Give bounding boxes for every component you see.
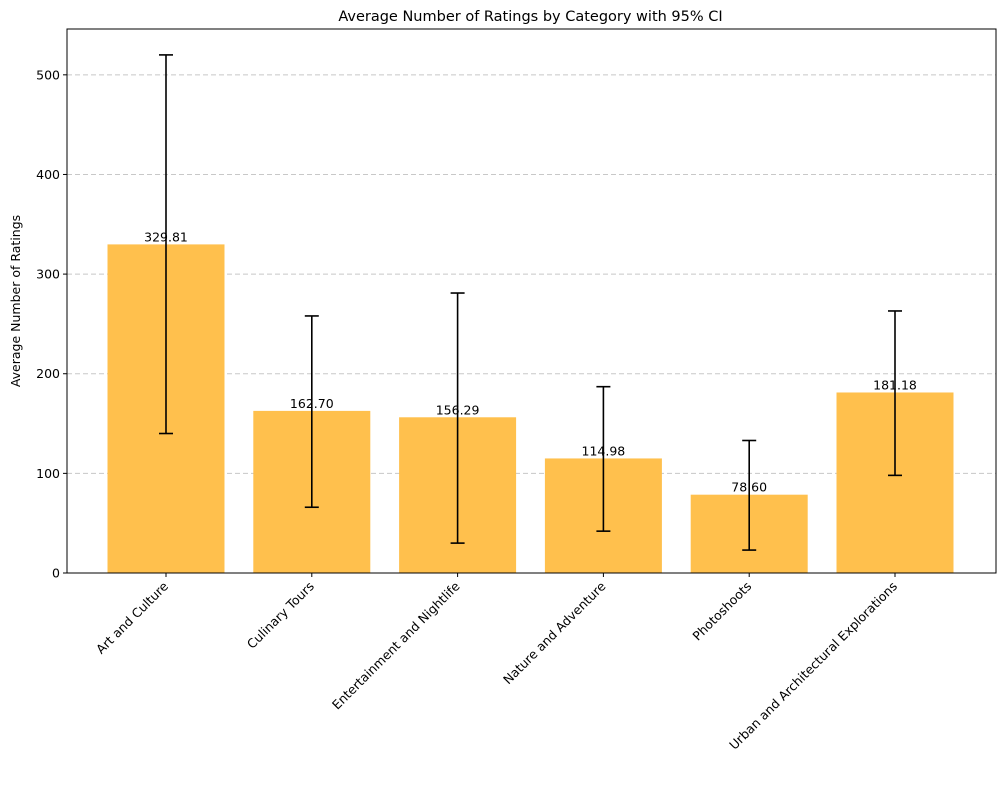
- y-tick-label: 0: [52, 566, 60, 581]
- data-label: 181.18: [873, 377, 917, 392]
- x-tick-label: Culinary Tours: [244, 579, 317, 652]
- plot-frame: [66, 28, 997, 574]
- y-tick-label: 100: [36, 466, 60, 481]
- x-tick-label: Photoshoots: [689, 579, 754, 644]
- data-label: 156.29: [436, 402, 480, 417]
- y-tick-label: 400: [36, 167, 60, 182]
- x-tick-label: Nature and Adventure: [500, 578, 609, 687]
- error-bars: [159, 54, 902, 551]
- x-axis-ticks: Art and Culture Culinary Tours Entertainme…: [93, 573, 900, 753]
- chart-title: Average Number of Ratings by Category wi…: [338, 9, 722, 25]
- data-label: 329.81: [144, 229, 188, 244]
- y-axis-ticks: 0 100 200 300 400 500: [36, 67, 67, 581]
- y-axis-label: Average Number of Ratings: [8, 215, 23, 387]
- y-tick-label: 200: [36, 366, 60, 381]
- data-labels: 329.81 162.70 156.29 114.98 78.60 181.18: [144, 229, 917, 494]
- x-tick-label: Entertainment and Nightlife: [329, 578, 463, 712]
- x-tick-label: Urban and Architectural Explorations: [726, 579, 900, 753]
- bars: [107, 244, 954, 573]
- data-label: 78.60: [731, 480, 767, 495]
- data-label: 114.98: [582, 443, 626, 458]
- y-tick-label: 300: [36, 267, 60, 282]
- data-label: 162.70: [290, 396, 334, 411]
- y-tick-label: 500: [36, 67, 60, 82]
- x-tick-label: Art and Culture: [93, 578, 171, 656]
